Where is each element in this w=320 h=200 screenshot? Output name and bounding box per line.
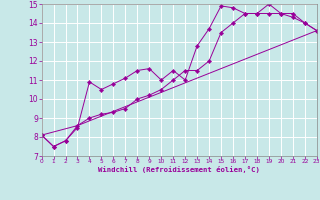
X-axis label: Windchill (Refroidissement éolien,°C): Windchill (Refroidissement éolien,°C) [98,166,260,173]
